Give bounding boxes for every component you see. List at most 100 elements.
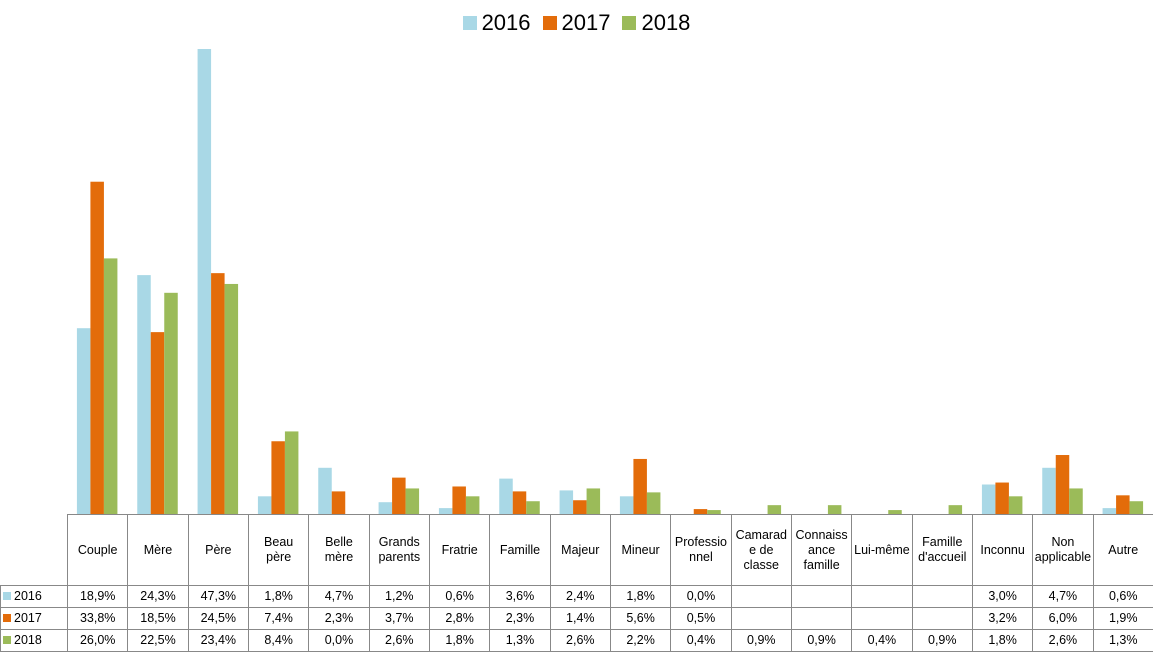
empty-cell: [730, 585, 792, 608]
value-label: 23,4%: [187, 629, 249, 652]
bar: [150, 332, 165, 514]
bar: [405, 488, 420, 514]
bar: [465, 496, 480, 514]
value-label: 2,4%: [549, 585, 611, 608]
category-label: Fratrie: [428, 514, 491, 586]
value-label: 2,2%: [609, 629, 672, 652]
value-label: 1,8%: [609, 585, 672, 608]
bar: [646, 492, 661, 514]
bar: [1042, 467, 1056, 514]
category-label: Lui-même: [851, 514, 913, 586]
bar: [1129, 501, 1144, 514]
value-label: 1,8%: [971, 629, 1034, 652]
category-label: Majeur: [549, 514, 611, 586]
bar: [633, 458, 647, 514]
value-label: 3,7%: [368, 607, 430, 630]
bar: [499, 478, 513, 514]
header-row: Couple Mère Père Beau père Belle mère Grands …: [0, 514, 1153, 586]
value-label: 4,7%: [308, 585, 370, 608]
category-label: Mère: [127, 514, 189, 586]
bar: [1102, 508, 1117, 514]
value-label: 0,0%: [308, 629, 370, 652]
corner: [0, 514, 68, 586]
category-label: Professionnel: [670, 514, 732, 586]
empty-cell: [911, 607, 973, 630]
category-label: Couple: [66, 514, 129, 586]
legend-swatch: [462, 16, 477, 30]
bar: [224, 283, 239, 514]
series-name: 2017: [14, 611, 42, 625]
legend-label: 2016: [481, 10, 531, 35]
value-label: 6,0%: [1032, 607, 1094, 630]
value-label: 7,4%: [247, 607, 310, 630]
chart: [76, 49, 1144, 514]
value-label: 4,7%: [1032, 585, 1094, 608]
value-label: 0,5%: [670, 607, 732, 630]
value-label: 2,8%: [428, 607, 491, 630]
bar: [103, 258, 118, 514]
bar: [164, 292, 178, 514]
bar: [392, 477, 406, 514]
row-header: 2017: [0, 607, 68, 630]
value-label: 3,2%: [971, 607, 1034, 630]
value-label: 2,6%: [1032, 629, 1094, 652]
value-label: 47,3%: [187, 585, 249, 608]
bar: [331, 491, 346, 514]
empty-cell: [730, 607, 792, 630]
bar: [318, 467, 332, 514]
legend-swatch: [622, 16, 637, 30]
category-label: Famille: [489, 514, 551, 586]
value-label: 0,9%: [730, 629, 792, 652]
value-label: 24,3%: [127, 585, 189, 608]
bar: [284, 431, 299, 514]
legend-item: 2018: [622, 10, 690, 36]
bar: [767, 505, 782, 514]
category-label: Camarade de classe: [730, 514, 792, 586]
value-label: 0,6%: [428, 585, 491, 608]
category-label: Beau père: [247, 514, 310, 586]
legend-label: 2017: [561, 10, 611, 35]
bar: [573, 500, 587, 514]
bar: [693, 509, 708, 514]
bar: [76, 328, 91, 514]
value-label: 33,8%: [66, 607, 129, 630]
bar: [378, 502, 393, 514]
category-label: Famille d'accueil: [911, 514, 973, 586]
bar: [1008, 496, 1023, 514]
value-label: 3,6%: [489, 585, 551, 608]
value-label: 18,5%: [127, 607, 189, 630]
bar: [512, 491, 527, 514]
legend-swatch: [3, 592, 11, 600]
value-label: 5,6%: [609, 607, 672, 630]
legend-swatch: [542, 16, 557, 30]
bar: [197, 49, 212, 514]
bar: [271, 441, 285, 514]
empty-cell: [911, 585, 973, 608]
bar: [257, 496, 272, 514]
legend-label: 2018: [641, 10, 691, 35]
legend-swatch: [3, 636, 11, 644]
value-label: 18,9%: [66, 585, 129, 608]
series-row: 2018 26,0% 22,5% 23,4% 8,4% 0,0% 2,6% 1,8% 1,3% 2…: [0, 629, 1153, 652]
value-label: 1,3%: [489, 629, 551, 652]
empty-cell: [851, 585, 913, 608]
series-name: 2018: [14, 633, 42, 647]
legend: 2016 2017 2018: [0, 10, 1153, 36]
bar: [559, 490, 574, 514]
value-label: 0,4%: [670, 629, 732, 652]
value-label: 1,9%: [1092, 607, 1153, 630]
empty-cell: [790, 607, 853, 630]
bar: [452, 486, 466, 514]
category-label: Inconnu: [971, 514, 1034, 586]
bar: [948, 505, 963, 514]
value-label: 1,4%: [549, 607, 611, 630]
empty-cell: [790, 585, 853, 608]
value-label: 2,6%: [549, 629, 611, 652]
category-label: Autre: [1092, 514, 1153, 586]
bar: [526, 501, 540, 514]
series-name: 2016: [14, 589, 42, 603]
category-label: Non applicable: [1032, 514, 1094, 586]
bar: [438, 508, 453, 514]
value-label: 0,9%: [790, 629, 853, 652]
